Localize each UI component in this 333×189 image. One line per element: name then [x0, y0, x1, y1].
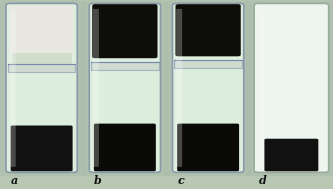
FancyBboxPatch shape — [246, 0, 333, 176]
FancyBboxPatch shape — [258, 9, 264, 167]
FancyBboxPatch shape — [6, 3, 77, 172]
Text: d: d — [259, 175, 266, 186]
FancyBboxPatch shape — [175, 4, 241, 56]
Text: c: c — [177, 175, 184, 186]
Bar — [8, 64, 75, 72]
FancyBboxPatch shape — [176, 9, 182, 167]
FancyBboxPatch shape — [94, 124, 156, 171]
FancyBboxPatch shape — [89, 3, 161, 172]
Text: a: a — [11, 175, 18, 186]
Bar — [174, 60, 242, 68]
Bar — [95, 52, 155, 57]
FancyBboxPatch shape — [10, 9, 16, 167]
FancyBboxPatch shape — [165, 0, 252, 176]
FancyBboxPatch shape — [0, 0, 85, 176]
FancyBboxPatch shape — [11, 125, 73, 171]
FancyBboxPatch shape — [92, 4, 158, 58]
Bar — [178, 50, 238, 55]
FancyBboxPatch shape — [264, 139, 318, 171]
FancyBboxPatch shape — [93, 9, 99, 167]
Bar — [91, 62, 159, 70]
Bar — [12, 53, 72, 64]
FancyBboxPatch shape — [81, 0, 168, 176]
Text: b: b — [94, 175, 102, 186]
FancyBboxPatch shape — [177, 124, 239, 171]
FancyBboxPatch shape — [172, 3, 244, 172]
FancyBboxPatch shape — [254, 3, 329, 172]
FancyBboxPatch shape — [10, 5, 74, 54]
